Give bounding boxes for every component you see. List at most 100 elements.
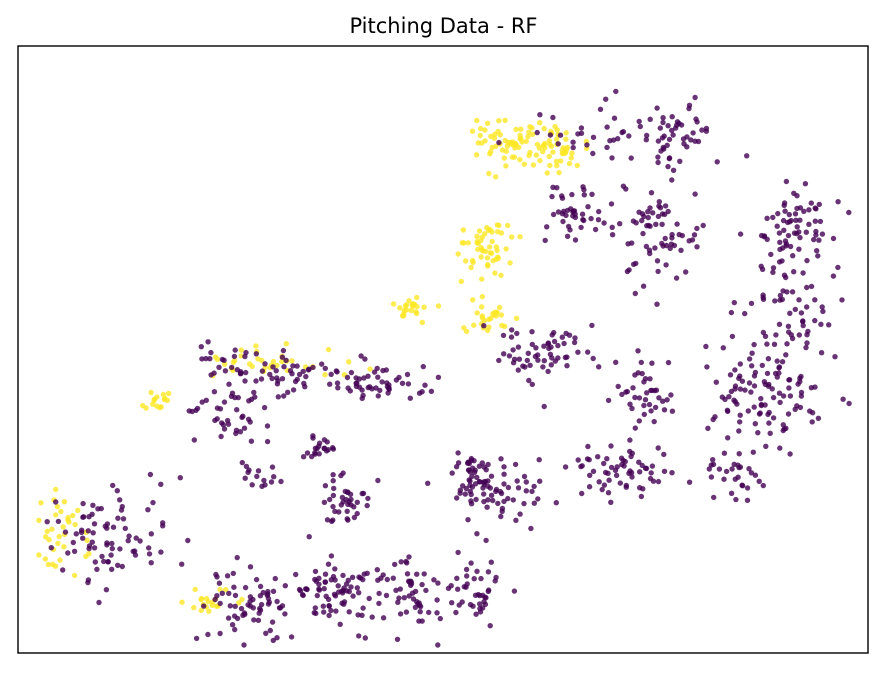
scatter-point-class0 [364, 570, 370, 576]
scatter-point-class0 [53, 499, 59, 505]
scatter-point-class0 [605, 490, 612, 496]
scatter-point-class0 [659, 211, 666, 217]
scatter-point-class0 [708, 474, 715, 480]
scatter-point-class1 [70, 512, 76, 519]
scatter-point-class1 [495, 229, 501, 235]
scatter-point-class0 [160, 520, 166, 526]
scatter-point-class0 [207, 356, 213, 362]
scatter-point-class0 [584, 142, 590, 148]
scatter-point-class1 [479, 276, 485, 282]
scatter-point-class0 [283, 357, 289, 363]
scatter-point-class0 [628, 470, 635, 476]
scatter-point-class0 [683, 269, 689, 275]
scatter-point-class1 [289, 358, 295, 364]
scatter-point-class0 [531, 500, 537, 506]
scatter-point-class0 [419, 618, 425, 624]
scatter-point-class0 [635, 370, 641, 376]
scatter-point-class1 [568, 155, 574, 161]
scatter-point-class0 [541, 343, 547, 349]
scatter-point-class0 [332, 508, 338, 515]
scatter-point-class0 [420, 363, 426, 370]
scatter-point-class0 [660, 115, 666, 121]
scatter-point-class1 [479, 293, 485, 300]
scatter-point-class0 [619, 129, 625, 136]
scatter-point-class0 [693, 116, 699, 122]
scatter-point-class0 [787, 451, 793, 457]
scatter-point-class0 [104, 521, 111, 527]
scatter-point-class0 [788, 332, 794, 338]
scatter-point-class0 [639, 462, 645, 469]
scatter-point-class0 [339, 590, 346, 596]
scatter-point-class0 [661, 451, 667, 458]
scatter-point-class0 [485, 588, 491, 595]
scatter-point-class0 [816, 237, 822, 243]
scatter-point-class1 [209, 602, 215, 609]
scatter-point-class0 [699, 127, 705, 133]
scatter-point-class0 [240, 413, 246, 419]
scatter-point-class0 [652, 404, 659, 411]
scatter-point-class0 [592, 226, 599, 233]
scatter-point-class0 [325, 596, 332, 603]
scatter-point-class0 [316, 581, 322, 587]
scatter-point-class0 [689, 237, 696, 243]
scatter-point-class0 [55, 518, 62, 525]
scatter-point-class0 [408, 578, 414, 584]
scatter-point-class0 [227, 603, 233, 609]
scatter-point-class1 [205, 598, 211, 605]
scatter-point-class0 [465, 459, 471, 466]
scatter-point-class1 [36, 517, 42, 523]
scatter-point-class0 [671, 242, 678, 249]
scatter-point-class0 [327, 496, 333, 503]
scatter-point-class0 [231, 584, 237, 590]
scatter-point-class0 [281, 393, 287, 399]
scatter-point-class1 [463, 328, 470, 335]
scatter-point-class1 [521, 161, 527, 167]
scatter-point-class0 [80, 514, 86, 520]
scatter-point-class0 [789, 289, 796, 295]
scatter-point-class0 [464, 573, 470, 579]
scatter-point-class0 [146, 545, 152, 551]
scatter-point-class0 [783, 352, 789, 358]
scatter-point-class0 [417, 609, 423, 615]
scatter-point-class0 [330, 503, 336, 510]
scatter-point-class0 [636, 395, 643, 401]
scatter-point-class1 [66, 519, 72, 525]
scatter-point-class0 [191, 437, 197, 443]
scatter-point-class0 [237, 371, 244, 377]
scatter-point-class0 [830, 273, 837, 279]
scatter-point-class0 [692, 191, 698, 197]
scatter-point-class0 [770, 265, 777, 271]
scatter-point-class0 [731, 299, 737, 306]
scatter-point-class0 [648, 387, 654, 394]
scatter-point-class0 [752, 421, 758, 427]
scatter-point-class0 [208, 372, 214, 378]
scatter-point-class0 [322, 579, 328, 585]
scatter-point-class0 [784, 341, 790, 347]
scatter-point-class0 [221, 399, 228, 405]
scatter-point-class0 [655, 268, 661, 275]
scatter-point-class0 [259, 368, 266, 374]
scatter-point-class0 [660, 398, 666, 404]
scatter-point-class1 [198, 607, 204, 614]
scatter-point-class0 [761, 233, 768, 239]
scatter-point-class0 [471, 469, 478, 476]
scatter-point-class0 [751, 404, 757, 410]
scatter-point-class0 [467, 488, 473, 495]
scatter-point-class0 [501, 351, 507, 357]
scatter-point-class0 [423, 587, 429, 594]
scatter-point-class0 [487, 485, 493, 491]
scatter-point-class1 [397, 305, 403, 311]
scatter-point-class1 [459, 240, 465, 246]
scatter-point-class1 [154, 403, 160, 409]
scatter-point-class0 [800, 322, 806, 329]
scatter-point-class0 [70, 539, 77, 546]
scatter-point-class0 [553, 500, 559, 506]
scatter-point-class0 [488, 473, 495, 479]
scatter-point-class0 [764, 341, 770, 347]
scatter-point-class0 [791, 269, 797, 275]
scatter-point-class0 [691, 232, 698, 238]
scatter-point-class0 [637, 485, 643, 491]
scatter-point-class0 [99, 553, 105, 560]
scatter-point-class0 [533, 345, 539, 351]
scatter-point-class0 [768, 251, 774, 258]
